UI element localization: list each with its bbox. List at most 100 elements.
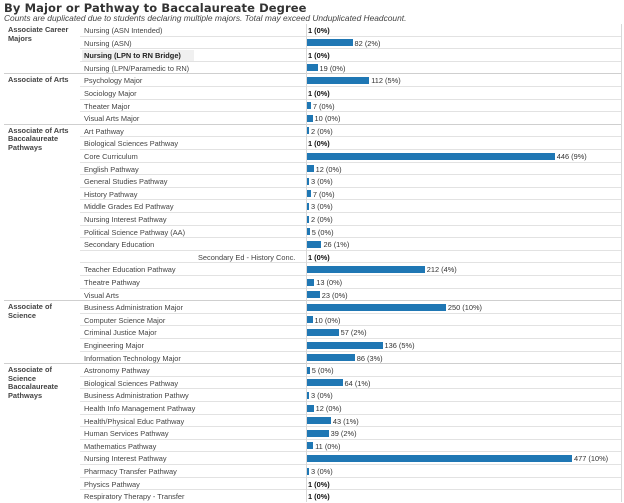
table-row[interactable]: Biological Sciences Pathway 1 (0%) (0, 137, 622, 150)
bar[interactable] (307, 417, 331, 425)
row-divider (80, 337, 622, 339)
bar[interactable] (307, 291, 320, 299)
bar[interactable] (307, 303, 446, 311)
table-row[interactable]: Core Curriculum 446 (9%) (0, 150, 622, 163)
bar[interactable] (307, 190, 311, 198)
bar[interactable] (307, 228, 310, 236)
bar[interactable] (307, 379, 343, 387)
table-row[interactable]: Human Services Pathway 39 (2%) (0, 427, 622, 440)
row-label: General Studies Pathway (84, 177, 168, 187)
table-row[interactable]: Physics Pathway 1 (0%) (0, 478, 622, 491)
table-row[interactable]: Computer Science Major 10 (0%) (0, 314, 622, 327)
bar-value-label: 39 (2%) (330, 429, 357, 439)
table-row[interactable]: Nursing (LPN/Paramedic to RN) 19 (0%) (0, 62, 622, 75)
bar[interactable] (307, 354, 355, 362)
row-label: Nursing Interest Pathway (84, 215, 167, 224)
table-row[interactable]: Respiratory Therapy - Transfer 1 (0%) (0, 490, 622, 503)
table-row[interactable]: Nursing (ASN) 82 (2%) (0, 37, 622, 50)
table-row[interactable]: Visual Arts 23 (0%) (0, 289, 622, 302)
row-label: Sociology Major (84, 89, 137, 98)
table-row[interactable]: Health Info Management Pathway 12 (0%) (0, 402, 622, 415)
row-divider (80, 85, 622, 87)
table-row[interactable]: Theatre Pathway 13 (0%) (0, 276, 622, 289)
row-divider (80, 325, 622, 327)
row-label: Psychology Major (84, 76, 143, 86)
row-divider (80, 350, 622, 352)
table-row[interactable]: Business Administration Pathwy 3 (0%) (0, 389, 622, 402)
bar[interactable] (307, 278, 315, 286)
bar-value-label: 86 (3%) (356, 353, 383, 363)
bar[interactable] (307, 215, 309, 223)
bar-value-label: 23 (0%) (321, 290, 348, 300)
chart-subtitle: Counts are duplicated due to students de… (4, 13, 407, 23)
bar[interactable] (307, 39, 353, 47)
bar-value-label: 12 (0%) (315, 404, 342, 413)
row-label: Core Curriculum (84, 152, 138, 161)
bar[interactable] (307, 442, 314, 450)
row-divider (80, 199, 622, 201)
bar[interactable] (307, 76, 370, 84)
row-label: Nursing (LPN to RN Bridge) (82, 50, 194, 62)
bar-value-label: 5 (0%) (311, 366, 334, 376)
table-row[interactable]: History Pathway 7 (0%) (0, 188, 622, 201)
bar[interactable] (307, 404, 314, 412)
table-row[interactable]: Engineering Major 136 (5%) (0, 339, 622, 352)
bar[interactable] (307, 328, 339, 336)
table-row[interactable]: Visual Arts Major 10 (0%) (0, 112, 622, 125)
table-row[interactable]: Secondary Education 26 (1%) (0, 238, 622, 251)
table-row[interactable]: Nursing (LPN to RN Bridge) 1 (0%) (0, 49, 622, 62)
bar[interactable] (307, 391, 309, 399)
table-row[interactable]: General Studies Pathway 3 (0%) (0, 175, 622, 188)
bar[interactable] (307, 177, 309, 185)
table-row[interactable]: Teacher Education Pathway 212 (4%) (0, 263, 622, 276)
bar[interactable] (307, 341, 383, 349)
table-row[interactable]: Astronomy Pathway 5 (0%) (0, 364, 622, 377)
bar[interactable] (307, 316, 313, 324)
bar[interactable] (307, 114, 313, 122)
table-row[interactable]: Pharmacy Transfer Pathway 3 (0%) (0, 465, 622, 478)
row-label: Teacher Education Pathway (84, 265, 176, 275)
table-row[interactable]: Information Technology Major 86 (3%) (0, 352, 622, 365)
bar[interactable] (307, 265, 425, 273)
table-row[interactable]: English Pathway 12 (0%) (0, 163, 622, 176)
table-row[interactable]: Nursing Interest Pathway 477 (10%) (0, 452, 622, 465)
bar-value-label: 26 (1%) (323, 240, 350, 250)
table-row[interactable]: Nursing Interest Pathway 2 (0%) (0, 213, 622, 226)
table-row[interactable]: Middle Grades Ed Pathway 3 (0%) (0, 200, 622, 213)
bar[interactable] (307, 165, 314, 173)
table-row[interactable]: Biological Sciences Pathway 64 (1%) (0, 377, 622, 390)
bar[interactable] (307, 64, 318, 72)
bar-value-label: 43 (1%) (332, 416, 359, 426)
bar[interactable] (307, 202, 309, 210)
bar[interactable] (307, 429, 329, 437)
bar[interactable] (307, 240, 322, 248)
bar-value-label: 3 (0%) (311, 202, 333, 212)
table-row[interactable]: Criminal Justice Major 57 (2%) (0, 326, 622, 339)
table-row[interactable]: Business Administration Major 250 (10%) (0, 301, 622, 314)
row-label: Nursing (ASN) (84, 38, 132, 48)
bar[interactable] (307, 102, 311, 110)
row-label: Mathematics Pathway (84, 441, 157, 451)
bar-value-label: 446 (9%) (556, 152, 587, 161)
table-row[interactable]: Nursing (ASN Intended) 1 (0%) (0, 24, 622, 37)
bar-value-label: 11 (0%) (315, 441, 341, 451)
table-row[interactable]: Mathematics Pathway 11 (0%) (0, 440, 622, 453)
row-divider (80, 98, 622, 100)
table-row[interactable]: Art Pathway 2 (0%) (0, 125, 622, 138)
row-label: Biological Sciences Pathway (84, 139, 179, 149)
bar[interactable] (307, 152, 555, 160)
table-row[interactable]: Psychology Major 112 (5%) (0, 74, 622, 87)
table-row[interactable]: Political Science Pathway (AA) 5 (0%) (0, 226, 622, 239)
table-row[interactable]: Health/Physical Educ Pathway 43 (1%) (0, 415, 622, 428)
group-label: Associate of Science (8, 302, 52, 320)
table-row[interactable]: Theater Major 7 (0%) (0, 100, 622, 113)
bar-value-label: 1 (0%) (308, 139, 330, 149)
table-row[interactable]: Secondary Ed - History Conc. 1 (0%) (0, 251, 622, 264)
group-divider (4, 300, 622, 302)
table-row[interactable]: Sociology Major 1 (0%) (0, 87, 622, 100)
bar[interactable] (307, 467, 309, 475)
bar[interactable] (307, 127, 309, 135)
bar[interactable] (307, 366, 310, 374)
bar[interactable] (307, 454, 572, 462)
bar-value-label: 3 (0%) (311, 177, 333, 187)
